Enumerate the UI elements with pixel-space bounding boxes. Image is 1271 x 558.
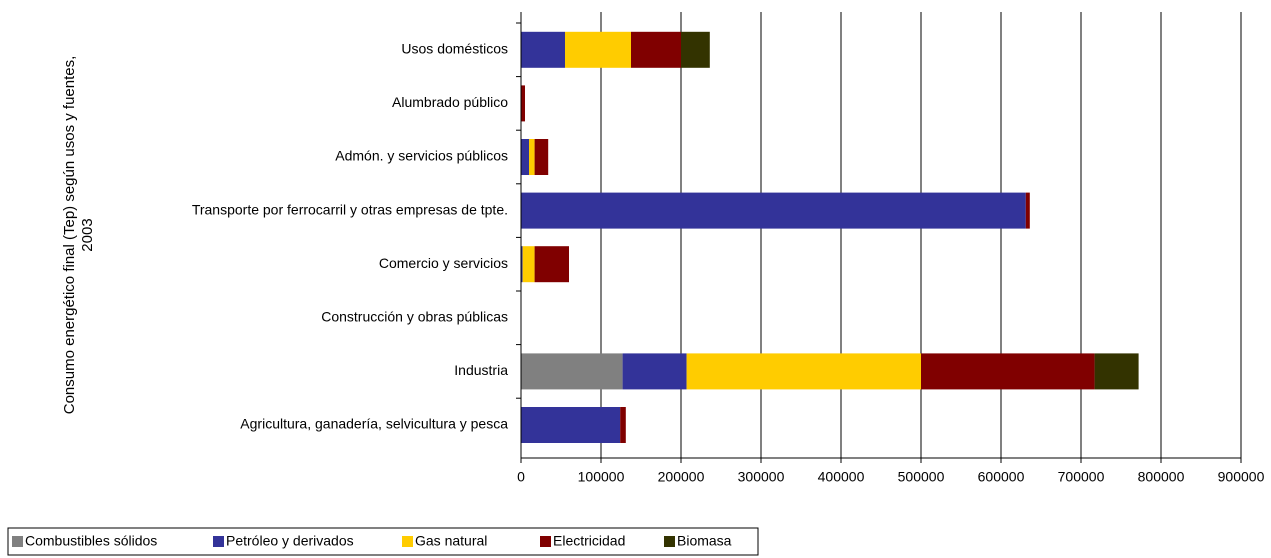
legend-label: Petróleo y derivados [226, 533, 354, 549]
legend-swatch [402, 536, 413, 547]
bar-segment [1025, 192, 1030, 229]
bar-segment [529, 139, 535, 175]
y-tick-label: Alumbrado público [392, 94, 508, 110]
bar-segment [620, 407, 626, 443]
x-tick-label: 800000 [1138, 469, 1185, 485]
bar-segment [681, 31, 710, 68]
x-tick-label: 300000 [738, 469, 785, 485]
y-tick-label: Admón. y servicios públicos [335, 148, 508, 164]
y-tick-label: Industria [454, 362, 508, 378]
y-tick-label: Construcción y obras públicas [321, 309, 508, 325]
x-tick-label: 700000 [1058, 469, 1105, 485]
bar-segment [521, 246, 523, 283]
bar-segment [521, 353, 623, 390]
bar-segment [631, 31, 681, 68]
y-axis-label: 2003 [79, 218, 96, 251]
legend-swatch [213, 536, 224, 547]
bar-segment [521, 85, 525, 122]
bar-segment [921, 353, 1095, 390]
y-axis-label: Consumo energético final (Tep) según uso… [61, 56, 78, 415]
bar-segment [522, 246, 535, 283]
bar-segment [521, 407, 621, 443]
legend-swatch [12, 536, 23, 547]
legend-label: Electricidad [553, 533, 625, 549]
bar-segment [521, 139, 529, 175]
bar-segment [622, 353, 687, 390]
legend-swatch [540, 536, 551, 547]
x-tick-label: 900000 [1218, 469, 1265, 485]
y-tick-label: Comercio y servicios [379, 255, 508, 271]
x-tick-label: 100000 [578, 469, 625, 485]
legend-label: Combustibles sólidos [25, 533, 157, 549]
bar-segment [521, 192, 1026, 229]
y-tick-label: Usos domésticos [401, 41, 508, 57]
y-tick-label: Transporte por ferrocarril y otras empre… [192, 201, 508, 217]
y-tick-label: Agricultura, ganadería, selvicultura y p… [240, 416, 508, 432]
x-tick-label: 200000 [658, 469, 705, 485]
bar-segment [565, 31, 631, 68]
legend-label: Gas natural [415, 533, 487, 549]
x-tick-label: 500000 [898, 469, 945, 485]
bar-segment [534, 246, 569, 283]
legend-box [7, 527, 759, 556]
x-tick-label: 0 [517, 469, 525, 485]
bar-segment [521, 31, 565, 68]
bar-segment [1094, 353, 1139, 390]
legend-swatch [664, 536, 675, 547]
legend-label: Biomasa [677, 533, 732, 549]
bar-segment [534, 139, 549, 175]
x-tick-label: 600000 [978, 469, 1025, 485]
bar-segment [686, 353, 921, 390]
x-tick-label: 400000 [818, 469, 865, 485]
